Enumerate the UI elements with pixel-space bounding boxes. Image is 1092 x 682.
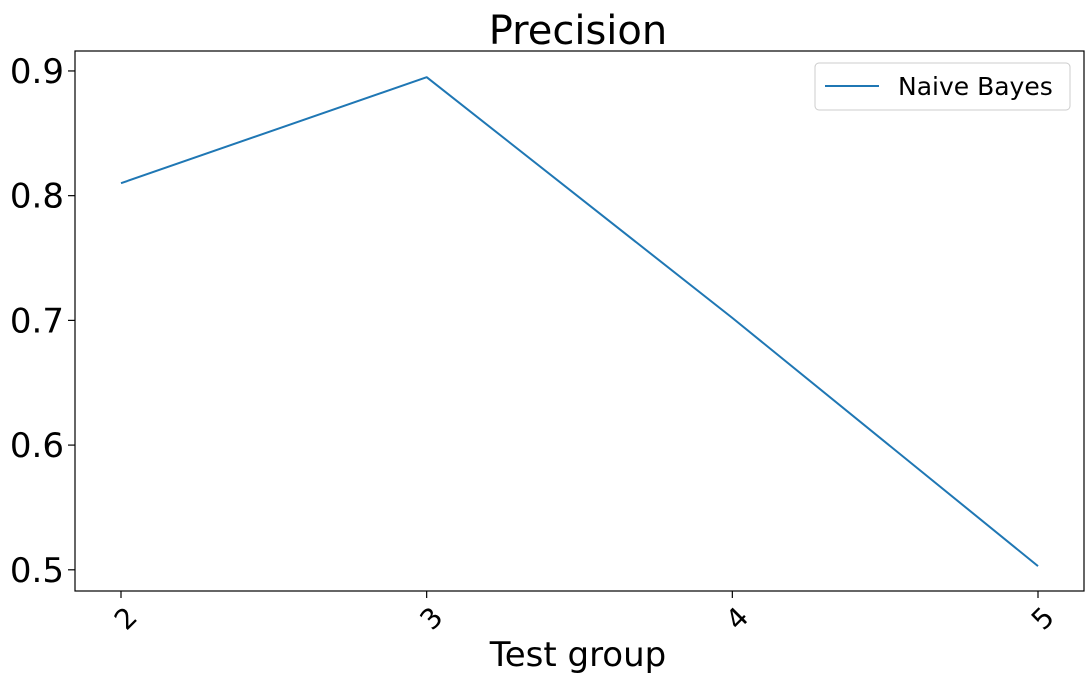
y-tick-label: 0.8: [10, 177, 64, 217]
legend: Naive Bayes: [814, 62, 1071, 111]
y-axis: 0.5 0.6 0.7 0.8 0.9: [10, 52, 75, 591]
x-axis: 2 3 4 5: [108, 591, 1061, 636]
y-tick-label: 0.6: [10, 426, 64, 466]
y-tick-label: 0.7: [10, 301, 64, 341]
x-tick-label: 4: [719, 600, 755, 636]
x-axis-label: Test group: [489, 635, 667, 675]
x-tick-label: 3: [414, 600, 450, 636]
legend-label: Naive Bayes: [898, 72, 1053, 101]
legend-box: [814, 62, 1071, 111]
x-tick-label: 5: [1025, 600, 1061, 636]
x-tick-label: 2: [108, 600, 144, 636]
y-tick-label: 0.5: [10, 551, 64, 591]
y-tick-label: 0.9: [10, 52, 64, 92]
series-line-naive-bayes: [120, 76, 1039, 567]
plot-area-frame: [74, 50, 1085, 592]
chart-title: Precision: [489, 8, 667, 54]
series-layer: [120, 76, 1039, 567]
